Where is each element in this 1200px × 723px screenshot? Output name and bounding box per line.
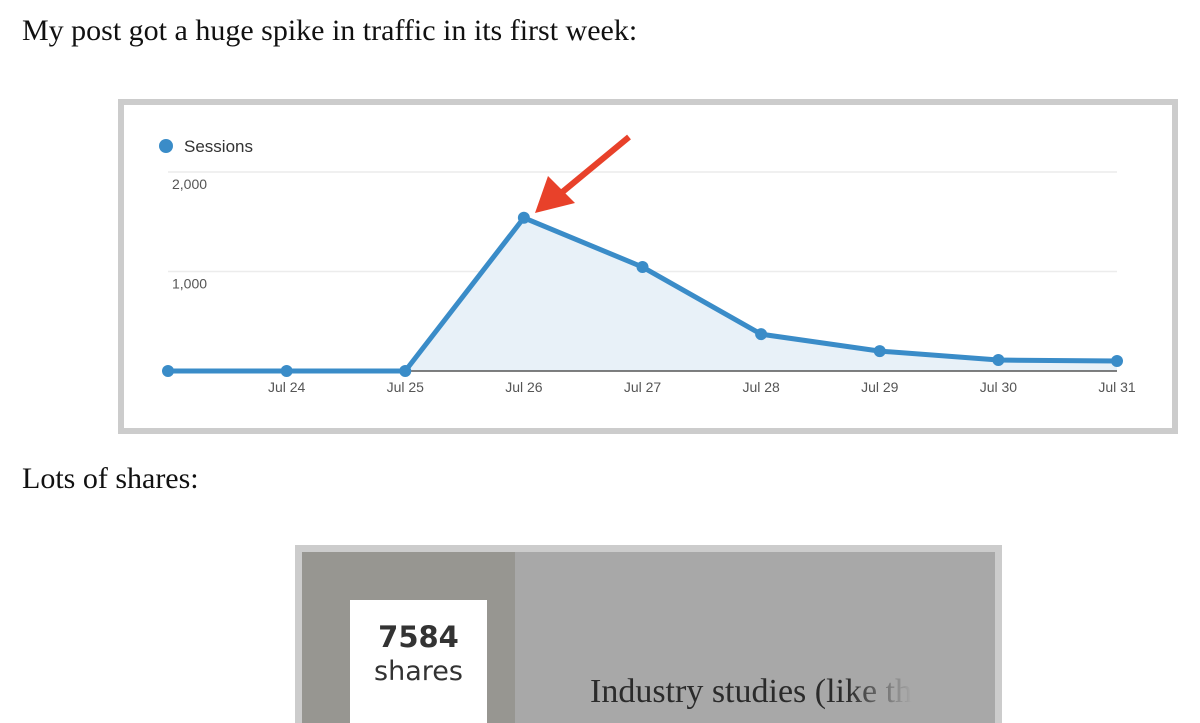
sessions-chart-card: 1,000 2,000 Jul 24 Jul 25 Jul 26 Jul 27 Jul 28…	[118, 99, 1178, 434]
data-point	[873, 345, 886, 358]
annotation-arrow-head	[535, 176, 575, 213]
sessions-chart: 1,000 2,000 Jul 24 Jul 25 Jul 26 Jul 27 Jul 28…	[159, 134, 1136, 395]
x-tick-label: Jul 26	[505, 379, 543, 395]
data-point	[636, 261, 649, 274]
x-tick-label: Jul 30	[980, 379, 1018, 395]
shares-paragraph: Lots of shares:	[22, 462, 199, 495]
y-tick-label: 1,000	[172, 276, 207, 292]
x-tick-label: Jul 25	[387, 379, 425, 395]
data-point	[280, 365, 293, 377]
x-tick-label: Jul 27	[624, 379, 662, 395]
x-tick-label: Jul 24	[268, 379, 306, 395]
data-point	[162, 365, 174, 377]
y-tick-label: 2,000	[172, 176, 207, 192]
intro-paragraph: My post got a huge spike in traffic in i…	[22, 14, 638, 47]
annotation-arrow-shaft	[558, 134, 631, 197]
share-count-label: shares	[374, 656, 463, 687]
post-title: Industry studies (like th	[590, 673, 913, 710]
data-point	[1111, 355, 1123, 368]
legend-dot	[159, 139, 173, 153]
x-tick-label: Jul 28	[742, 379, 780, 395]
data-point	[755, 328, 768, 341]
x-tick-label: Jul 31	[1098, 379, 1136, 395]
share-widget: 7584 shares Industry studies (like th	[295, 545, 1002, 723]
share-count: 7584	[378, 620, 459, 654]
share-count-box: 7584 shares	[350, 600, 487, 723]
share-count-panel: 7584 shares	[302, 552, 515, 723]
legend-label: Sessions	[184, 137, 253, 156]
data-point	[992, 354, 1005, 367]
data-point	[517, 211, 530, 224]
data-point	[399, 365, 412, 377]
sessions-area	[168, 217, 1117, 371]
x-tick-label: Jul 29	[861, 379, 899, 395]
